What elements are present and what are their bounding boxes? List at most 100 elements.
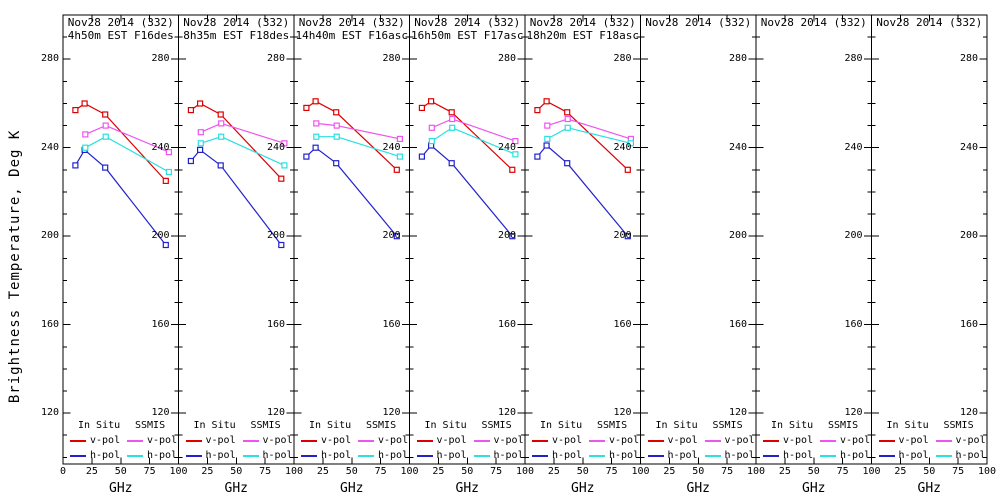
series-line-in-situ-h-pol xyxy=(305,146,398,237)
data-point-marker-in-situ-v-pol xyxy=(543,98,550,105)
legend-label-ssmis-h-pol: h-pol xyxy=(147,450,178,461)
data-point-marker-ssmis-h-pol xyxy=(544,135,551,142)
legend-header-ssmis: SSMIS xyxy=(597,420,628,431)
data-point-marker-ssmis-v-pol xyxy=(197,129,204,136)
legend-label-insitu-v-pol: v-pol xyxy=(205,435,236,446)
panel-title-line2: 8h35m EST F18des xyxy=(183,29,290,42)
data-point-marker-in-situ-v-pol xyxy=(72,106,79,114)
y-tick-label: 240 xyxy=(613,141,632,153)
x-tick-label: 25 xyxy=(547,466,560,477)
data-point-marker-in-situ-h-pol xyxy=(197,146,204,153)
data-point-marker-ssmis-h-pol xyxy=(564,124,571,131)
y-tick-label: 160 xyxy=(497,318,516,330)
data-point-marker-ssmis-h-pol xyxy=(428,138,435,145)
legend-swatch-ssmis-v-pol xyxy=(704,440,721,442)
y-tick-label: 200 xyxy=(151,230,170,242)
y-tick-label: 200 xyxy=(382,230,401,242)
data-point-marker-ssmis-h-pol xyxy=(449,124,456,131)
data-point-marker-in-situ-h-pol xyxy=(509,233,516,240)
legend-header-ssmis: SSMIS xyxy=(366,420,397,431)
y-axis-tick-label-outside: 120 xyxy=(40,407,59,419)
data-point-marker-in-situ-h-pol xyxy=(543,142,550,149)
y-tick-label: 200 xyxy=(497,230,516,242)
legend-header-ssmis: SSMIS xyxy=(135,420,166,431)
legend-swatch-insitu-v-pol xyxy=(763,440,779,442)
y-tick-label: 160 xyxy=(959,318,978,330)
y-tick-label: 200 xyxy=(844,230,863,242)
legend-label-insitu-v-pol: v-pol xyxy=(436,435,467,446)
y-tick-label: 280 xyxy=(497,53,516,65)
x-axis-unit-label: GHz xyxy=(917,481,941,496)
data-point-marker-ssmis-h-pol xyxy=(313,133,320,140)
data-point-marker-ssmis-v-pol xyxy=(333,122,340,129)
y-tick-label: 160 xyxy=(382,318,401,330)
data-point-marker-in-situ-v-pol xyxy=(534,106,541,114)
legend-swatch-ssmis-h-pol xyxy=(820,455,836,457)
data-point-marker-in-situ-v-pol xyxy=(428,98,435,105)
legend-label-ssmis-v-pol: v-pol xyxy=(955,435,986,446)
data-point-marker-in-situ-h-pol xyxy=(534,153,541,160)
data-point-marker-ssmis-v-pol xyxy=(82,131,89,138)
x-axis-unit-label: GHz xyxy=(571,481,595,496)
legend-swatch-ssmis-v-pol xyxy=(935,440,952,442)
y-axis-tick-label-outside: 160 xyxy=(40,318,59,330)
y-tick-label: 280 xyxy=(613,53,632,65)
data-point-marker-in-situ-h-pol xyxy=(564,160,571,167)
panel-title-line2: 4h50m EST F16des xyxy=(67,29,174,42)
x-tick-label: 50 xyxy=(345,466,358,477)
x-tick-label: 25 xyxy=(432,466,445,477)
series-line-in-situ-v-pol xyxy=(536,100,629,171)
data-point-marker-ssmis-h-pol xyxy=(396,153,403,160)
x-tick-label: 0 xyxy=(59,466,67,477)
legend-swatch-insitu-h-pol xyxy=(301,455,317,457)
y-tick-label: 160 xyxy=(151,318,170,330)
data-point-marker-in-situ-v-pol xyxy=(564,109,571,116)
x-tick-label: 100 xyxy=(862,466,881,477)
data-point-marker-ssmis-v-pol xyxy=(281,140,288,147)
panel-title-line1: Nov28 2014 (332) xyxy=(645,16,752,29)
data-point-marker-in-situ-h-pol xyxy=(624,233,631,240)
data-point-marker-ssmis-v-pol xyxy=(102,122,109,129)
series-line-in-situ-h-pol xyxy=(190,149,282,246)
legend-label-ssmis-v-pol: v-pol xyxy=(147,435,178,446)
legend-swatch-ssmis-h-pol xyxy=(127,455,143,457)
y-tick-label: 240 xyxy=(151,141,170,153)
legend-label-insitu-h-pol: h-pol xyxy=(436,450,467,461)
legend-label-ssmis-h-pol: h-pol xyxy=(840,450,871,461)
data-point-marker-in-situ-h-pol xyxy=(418,153,425,160)
legend-swatch-insitu-h-pol xyxy=(70,455,86,457)
data-point-marker-ssmis-v-pol xyxy=(165,149,172,156)
legend-swatch-insitu-h-pol xyxy=(763,455,779,457)
x-tick-label: 100 xyxy=(977,466,997,477)
legend-swatch-ssmis-h-pol xyxy=(473,455,490,457)
x-tick-label: 50 xyxy=(692,466,705,477)
legend-swatch-insitu-h-pol xyxy=(647,455,664,457)
data-point-marker-ssmis-v-pol xyxy=(396,135,403,142)
y-axis-tick-label-outside: 200 xyxy=(40,230,59,242)
legend-label-ssmis-v-pol: v-pol xyxy=(609,435,640,446)
panel-title-line1: Nov28 2014 (332) xyxy=(876,16,983,29)
legend-label-insitu-h-pol: h-pol xyxy=(205,450,236,461)
legend-label-insitu-v-pol: v-pol xyxy=(898,435,929,446)
x-tick-label: 50 xyxy=(114,466,127,477)
y-axis-tick-label-outside: 240 xyxy=(40,141,59,153)
y-tick-label: 120 xyxy=(151,407,170,419)
series-line-in-situ-v-pol xyxy=(306,100,398,171)
data-point-marker-in-situ-v-pol xyxy=(448,109,455,116)
data-point-marker-ssmis-v-pol xyxy=(313,120,320,127)
series-line-in-situ-h-pol xyxy=(74,148,167,246)
panel-title-line1: Nov28 2014 (332) xyxy=(414,16,521,29)
data-point-marker-in-situ-h-pol xyxy=(303,153,310,160)
data-point-marker-ssmis-v-pol xyxy=(218,120,225,127)
data-point-marker-in-situ-h-pol xyxy=(162,241,169,249)
data-point-marker-ssmis-h-pol xyxy=(82,144,89,151)
legend-header-insitu: In Situ xyxy=(540,420,583,431)
legend-label-insitu-h-pol: h-pol xyxy=(90,450,121,461)
data-point-marker-in-situ-v-pol xyxy=(81,100,88,107)
x-tick-label: 25 xyxy=(201,466,214,477)
legend-label-ssmis-v-pol: v-pol xyxy=(724,435,755,446)
x-axis-unit-label: GHz xyxy=(109,481,133,496)
data-point-marker-in-situ-v-pol xyxy=(187,106,194,114)
legend-label-insitu-v-pol: v-pol xyxy=(783,435,814,446)
